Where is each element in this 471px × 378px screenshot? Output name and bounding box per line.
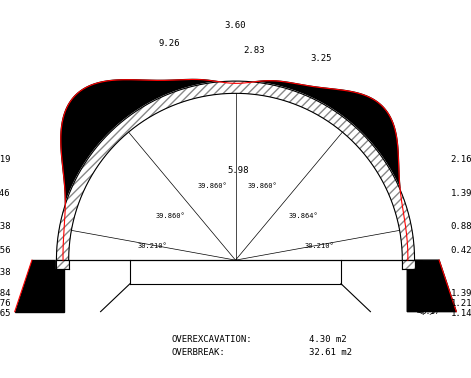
Text: 1.21: 1.21 xyxy=(450,299,471,308)
Text: 1.39: 1.39 xyxy=(450,189,471,198)
Text: 4.19: 4.19 xyxy=(0,155,11,164)
Polygon shape xyxy=(69,93,402,260)
Text: 0.17: 0.17 xyxy=(422,307,440,316)
Polygon shape xyxy=(61,79,408,260)
Text: 4.30 m2: 4.30 m2 xyxy=(309,335,347,344)
Polygon shape xyxy=(57,260,69,269)
Text: 0.84: 0.84 xyxy=(0,289,11,298)
Polygon shape xyxy=(407,260,456,311)
Text: 30.210°: 30.210° xyxy=(305,243,335,249)
Text: OVERBREAK:: OVERBREAK: xyxy=(172,348,226,357)
Text: 0.88: 0.88 xyxy=(450,222,471,231)
Text: 3.25: 3.25 xyxy=(310,54,332,63)
Text: 9.26: 9.26 xyxy=(159,39,180,48)
Text: 1.39: 1.39 xyxy=(450,289,471,298)
Text: 30.210°: 30.210° xyxy=(137,243,167,249)
Polygon shape xyxy=(57,81,414,260)
Text: 39.864°: 39.864° xyxy=(288,213,318,219)
Text: 5.98: 5.98 xyxy=(227,166,249,175)
Text: 0.38: 0.38 xyxy=(0,222,11,231)
Text: 3.60: 3.60 xyxy=(225,20,246,29)
Text: 0.56: 0.56 xyxy=(0,246,11,255)
Text: 2.16: 2.16 xyxy=(450,155,471,164)
Text: 0.65: 0.65 xyxy=(0,308,11,318)
Text: OVEREXCAVATION:: OVEREXCAVATION: xyxy=(172,335,252,344)
Text: 39.860°: 39.860° xyxy=(197,183,227,189)
Text: 0.38: 0.38 xyxy=(0,268,11,277)
Text: 0.42: 0.42 xyxy=(450,246,471,255)
Text: 39.860°: 39.860° xyxy=(248,183,277,189)
Text: 39.860°: 39.860° xyxy=(156,213,186,219)
Text: 2.83: 2.83 xyxy=(244,46,265,55)
Text: 0.76: 0.76 xyxy=(0,299,11,308)
Polygon shape xyxy=(402,260,414,269)
Text: 32.61 m2: 32.61 m2 xyxy=(309,348,352,357)
Text: 1.46: 1.46 xyxy=(0,189,11,198)
Polygon shape xyxy=(15,260,64,311)
Text: 1.14: 1.14 xyxy=(450,308,471,318)
